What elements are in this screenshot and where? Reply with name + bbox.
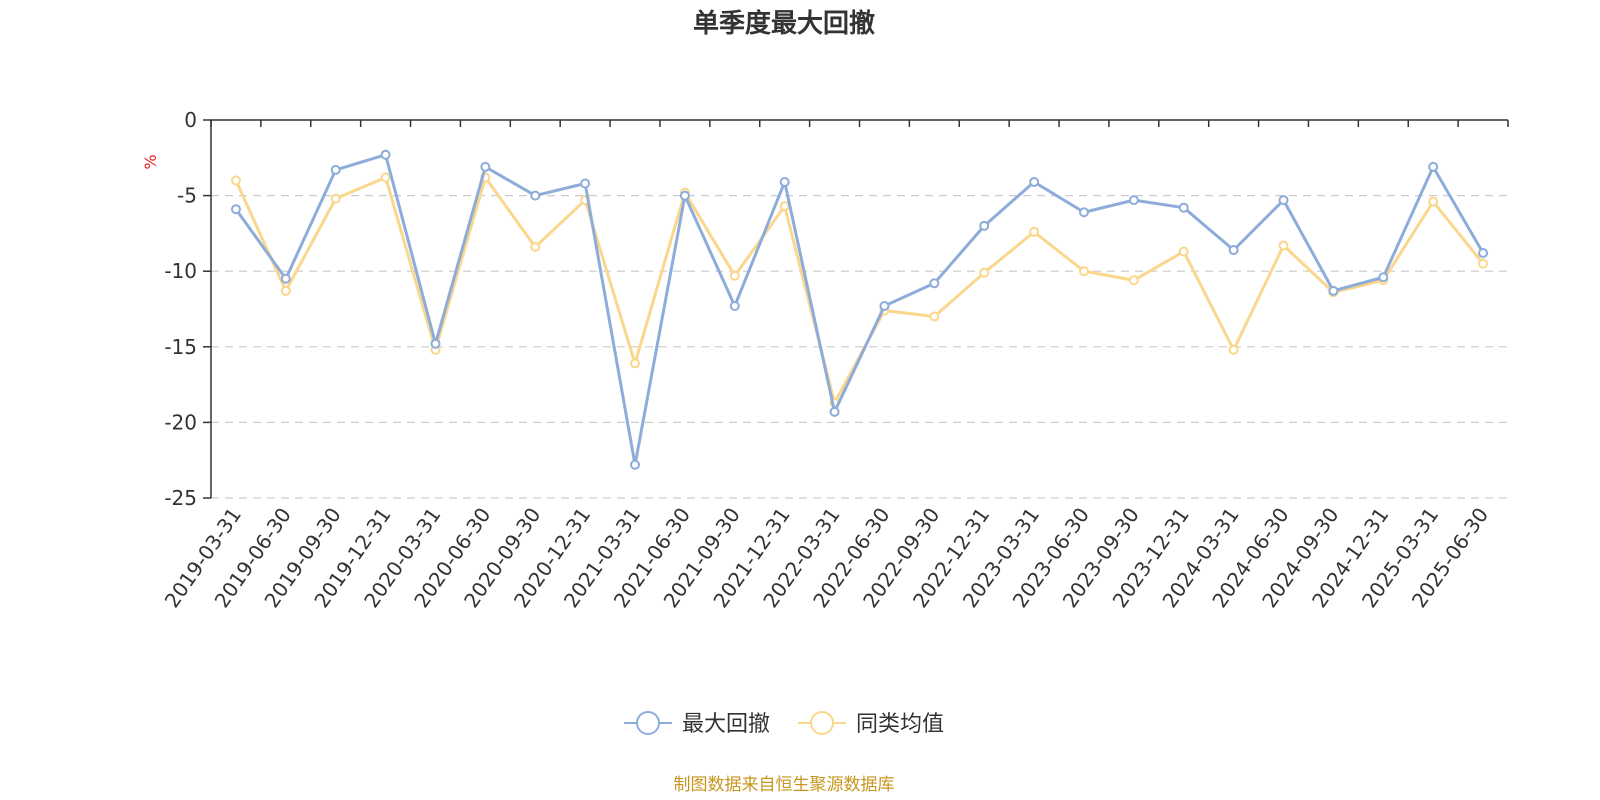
chart-title: 单季度最大回撤 [693, 8, 875, 39]
data-point[interactable] [230, 204, 241, 215]
data-point[interactable] [879, 300, 890, 311]
data-point[interactable] [1278, 240, 1289, 251]
data-point[interactable] [779, 201, 790, 212]
y-tick-label: -10 [164, 259, 197, 283]
data-point[interactable] [1078, 266, 1089, 277]
data-point[interactable] [380, 172, 391, 183]
data-point[interactable] [679, 190, 690, 201]
legend[interactable]: 最大回撤 同类均值 [624, 711, 944, 737]
data-point[interactable] [530, 242, 541, 253]
y-tick-label: -25 [164, 486, 197, 510]
y-tick-label: -15 [164, 335, 197, 359]
data-point[interactable] [280, 273, 291, 284]
series-line [234, 175, 1485, 405]
data-point[interactable] [1328, 285, 1339, 296]
data-point[interactable] [979, 267, 990, 278]
data-point[interactable] [1029, 176, 1040, 187]
data-point[interactable] [330, 193, 341, 204]
data-point[interactable] [929, 278, 940, 289]
data-point[interactable] [1478, 258, 1489, 269]
data-point[interactable] [1178, 202, 1189, 213]
data-point[interactable] [1128, 275, 1139, 286]
data-point[interactable] [630, 459, 641, 470]
legend-item[interactable]: 同类均值 [798, 711, 944, 737]
legend-item[interactable]: 最大回撤 [624, 711, 770, 737]
y-tick-label: -5 [177, 184, 197, 208]
series-layer [230, 149, 1489, 470]
data-point[interactable] [1128, 195, 1139, 206]
data-point[interactable] [1378, 272, 1389, 283]
data-point[interactable] [729, 270, 740, 281]
data-point[interactable] [1428, 161, 1439, 172]
data-point[interactable] [779, 176, 790, 187]
data-point[interactable] [580, 178, 591, 189]
data-point[interactable] [280, 285, 291, 296]
legend-label: 最大回撤 [682, 712, 770, 737]
series-1 [230, 149, 1489, 470]
data-point[interactable] [330, 164, 341, 175]
y-tick-label: 0 [184, 108, 197, 132]
data-point[interactable] [1478, 248, 1489, 259]
axes: 0-5-10-15-20-252019-03-312019-06-302019-… [160, 108, 1509, 612]
data-point[interactable] [630, 358, 641, 369]
data-point[interactable] [230, 175, 241, 186]
legend-label: 同类均值 [856, 712, 944, 737]
data-point[interactable] [1078, 207, 1089, 218]
data-point[interactable] [530, 190, 541, 201]
data-point[interactable] [829, 406, 840, 417]
y-axis-unit-label: % [141, 154, 160, 169]
legend-marker-icon [636, 711, 660, 735]
data-point[interactable] [380, 149, 391, 160]
data-point[interactable] [979, 220, 990, 231]
data-point[interactable] [1278, 195, 1289, 206]
data-point[interactable] [1228, 344, 1239, 355]
data-point[interactable] [929, 311, 940, 322]
legend-marker-icon [810, 711, 834, 735]
data-point[interactable] [1228, 245, 1239, 256]
y-tick-label: -20 [164, 410, 197, 434]
series-line [234, 153, 1485, 467]
data-point[interactable] [1178, 246, 1189, 257]
source-note: 制图数据来自恒生聚源数据库 [674, 775, 895, 795]
grid-lines [211, 195, 1508, 499]
data-point[interactable] [1428, 196, 1439, 207]
data-point[interactable] [430, 338, 441, 349]
data-point[interactable] [1029, 226, 1040, 237]
data-point[interactable] [480, 161, 491, 172]
data-point[interactable] [729, 300, 740, 311]
